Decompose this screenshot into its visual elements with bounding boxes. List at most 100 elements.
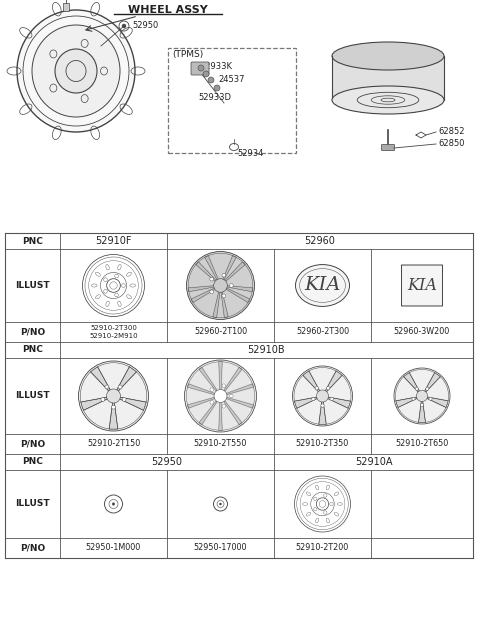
Polygon shape — [295, 397, 317, 408]
Circle shape — [229, 284, 233, 287]
Text: 52950: 52950 — [132, 22, 158, 30]
Polygon shape — [425, 373, 440, 392]
Text: KIA: KIA — [304, 276, 341, 295]
Circle shape — [184, 360, 256, 432]
Polygon shape — [404, 373, 420, 392]
Polygon shape — [191, 288, 216, 302]
Text: 52933D: 52933D — [198, 93, 231, 102]
Circle shape — [394, 368, 450, 424]
Circle shape — [210, 388, 214, 391]
Text: 52934: 52934 — [237, 149, 264, 158]
Ellipse shape — [32, 25, 120, 117]
Circle shape — [111, 405, 115, 409]
Polygon shape — [226, 288, 250, 302]
Ellipse shape — [17, 10, 135, 132]
Circle shape — [112, 502, 115, 506]
Circle shape — [203, 71, 209, 77]
Circle shape — [214, 85, 220, 91]
Ellipse shape — [332, 42, 444, 70]
Ellipse shape — [296, 265, 349, 307]
Polygon shape — [303, 371, 320, 392]
Text: 52910-2T300
52910-2M910: 52910-2T300 52910-2M910 — [89, 325, 138, 339]
Text: PNC: PNC — [22, 237, 43, 245]
Text: 52910B: 52910B — [248, 345, 285, 355]
Circle shape — [315, 387, 319, 390]
Polygon shape — [227, 286, 252, 292]
Circle shape — [321, 404, 324, 407]
Polygon shape — [91, 367, 110, 391]
Polygon shape — [224, 401, 242, 425]
Circle shape — [222, 404, 226, 408]
Circle shape — [412, 397, 415, 400]
Bar — [63, 3, 69, 11]
Polygon shape — [227, 384, 253, 394]
Circle shape — [222, 273, 226, 277]
Circle shape — [210, 290, 214, 294]
Text: 52960: 52960 — [305, 236, 336, 246]
Circle shape — [208, 77, 214, 83]
Text: 52950-17000: 52950-17000 — [194, 543, 247, 552]
Text: 62852: 62852 — [438, 127, 465, 137]
Polygon shape — [196, 262, 216, 282]
Text: PNC: PNC — [22, 345, 43, 355]
Polygon shape — [319, 402, 326, 425]
Text: 52933K: 52933K — [200, 62, 232, 71]
Circle shape — [416, 391, 428, 402]
Circle shape — [222, 294, 226, 298]
Polygon shape — [199, 401, 217, 425]
Bar — [332, 56, 444, 100]
FancyBboxPatch shape — [382, 145, 395, 151]
Text: PNC: PNC — [22, 457, 43, 467]
Text: ILLUST: ILLUST — [15, 281, 50, 290]
Polygon shape — [117, 367, 136, 391]
Polygon shape — [188, 286, 215, 292]
Polygon shape — [81, 397, 107, 410]
Circle shape — [312, 397, 315, 400]
Circle shape — [187, 252, 254, 320]
Text: 52910F: 52910F — [95, 236, 132, 246]
Circle shape — [214, 389, 227, 402]
Circle shape — [214, 279, 228, 292]
Polygon shape — [225, 262, 245, 282]
Circle shape — [122, 397, 126, 401]
Circle shape — [326, 387, 330, 390]
FancyBboxPatch shape — [401, 265, 443, 306]
Text: 52960-2T100: 52960-2T100 — [194, 328, 247, 336]
Polygon shape — [396, 397, 417, 407]
Circle shape — [101, 397, 105, 401]
Polygon shape — [221, 291, 228, 318]
Polygon shape — [223, 256, 236, 281]
Circle shape — [107, 389, 120, 403]
Ellipse shape — [55, 49, 97, 93]
Text: 52950: 52950 — [152, 457, 182, 467]
Circle shape — [292, 366, 352, 426]
Circle shape — [79, 361, 148, 431]
Text: 52910-2T150: 52910-2T150 — [87, 439, 140, 449]
Polygon shape — [419, 402, 425, 422]
Circle shape — [198, 65, 204, 71]
FancyBboxPatch shape — [191, 62, 209, 75]
Polygon shape — [328, 397, 350, 408]
Polygon shape — [427, 397, 448, 407]
Circle shape — [210, 400, 214, 404]
Circle shape — [210, 277, 214, 281]
Polygon shape — [224, 367, 242, 391]
Polygon shape — [325, 371, 342, 392]
Circle shape — [429, 397, 432, 400]
Polygon shape — [109, 403, 118, 429]
Polygon shape — [219, 362, 222, 389]
Circle shape — [420, 404, 423, 407]
Polygon shape — [188, 384, 215, 394]
Text: P/NO: P/NO — [20, 439, 45, 449]
Circle shape — [122, 24, 126, 28]
Text: 52960-3W200: 52960-3W200 — [394, 328, 450, 336]
Polygon shape — [227, 397, 253, 408]
Ellipse shape — [332, 86, 444, 114]
Bar — [0, 0, 480, 230]
Text: 52910-2T200: 52910-2T200 — [296, 543, 349, 552]
Text: 62850: 62850 — [438, 140, 465, 148]
Text: 52910A: 52910A — [355, 457, 392, 467]
Circle shape — [219, 503, 222, 505]
Text: P/NO: P/NO — [20, 543, 45, 552]
Text: 52910-2T350: 52910-2T350 — [296, 439, 349, 449]
